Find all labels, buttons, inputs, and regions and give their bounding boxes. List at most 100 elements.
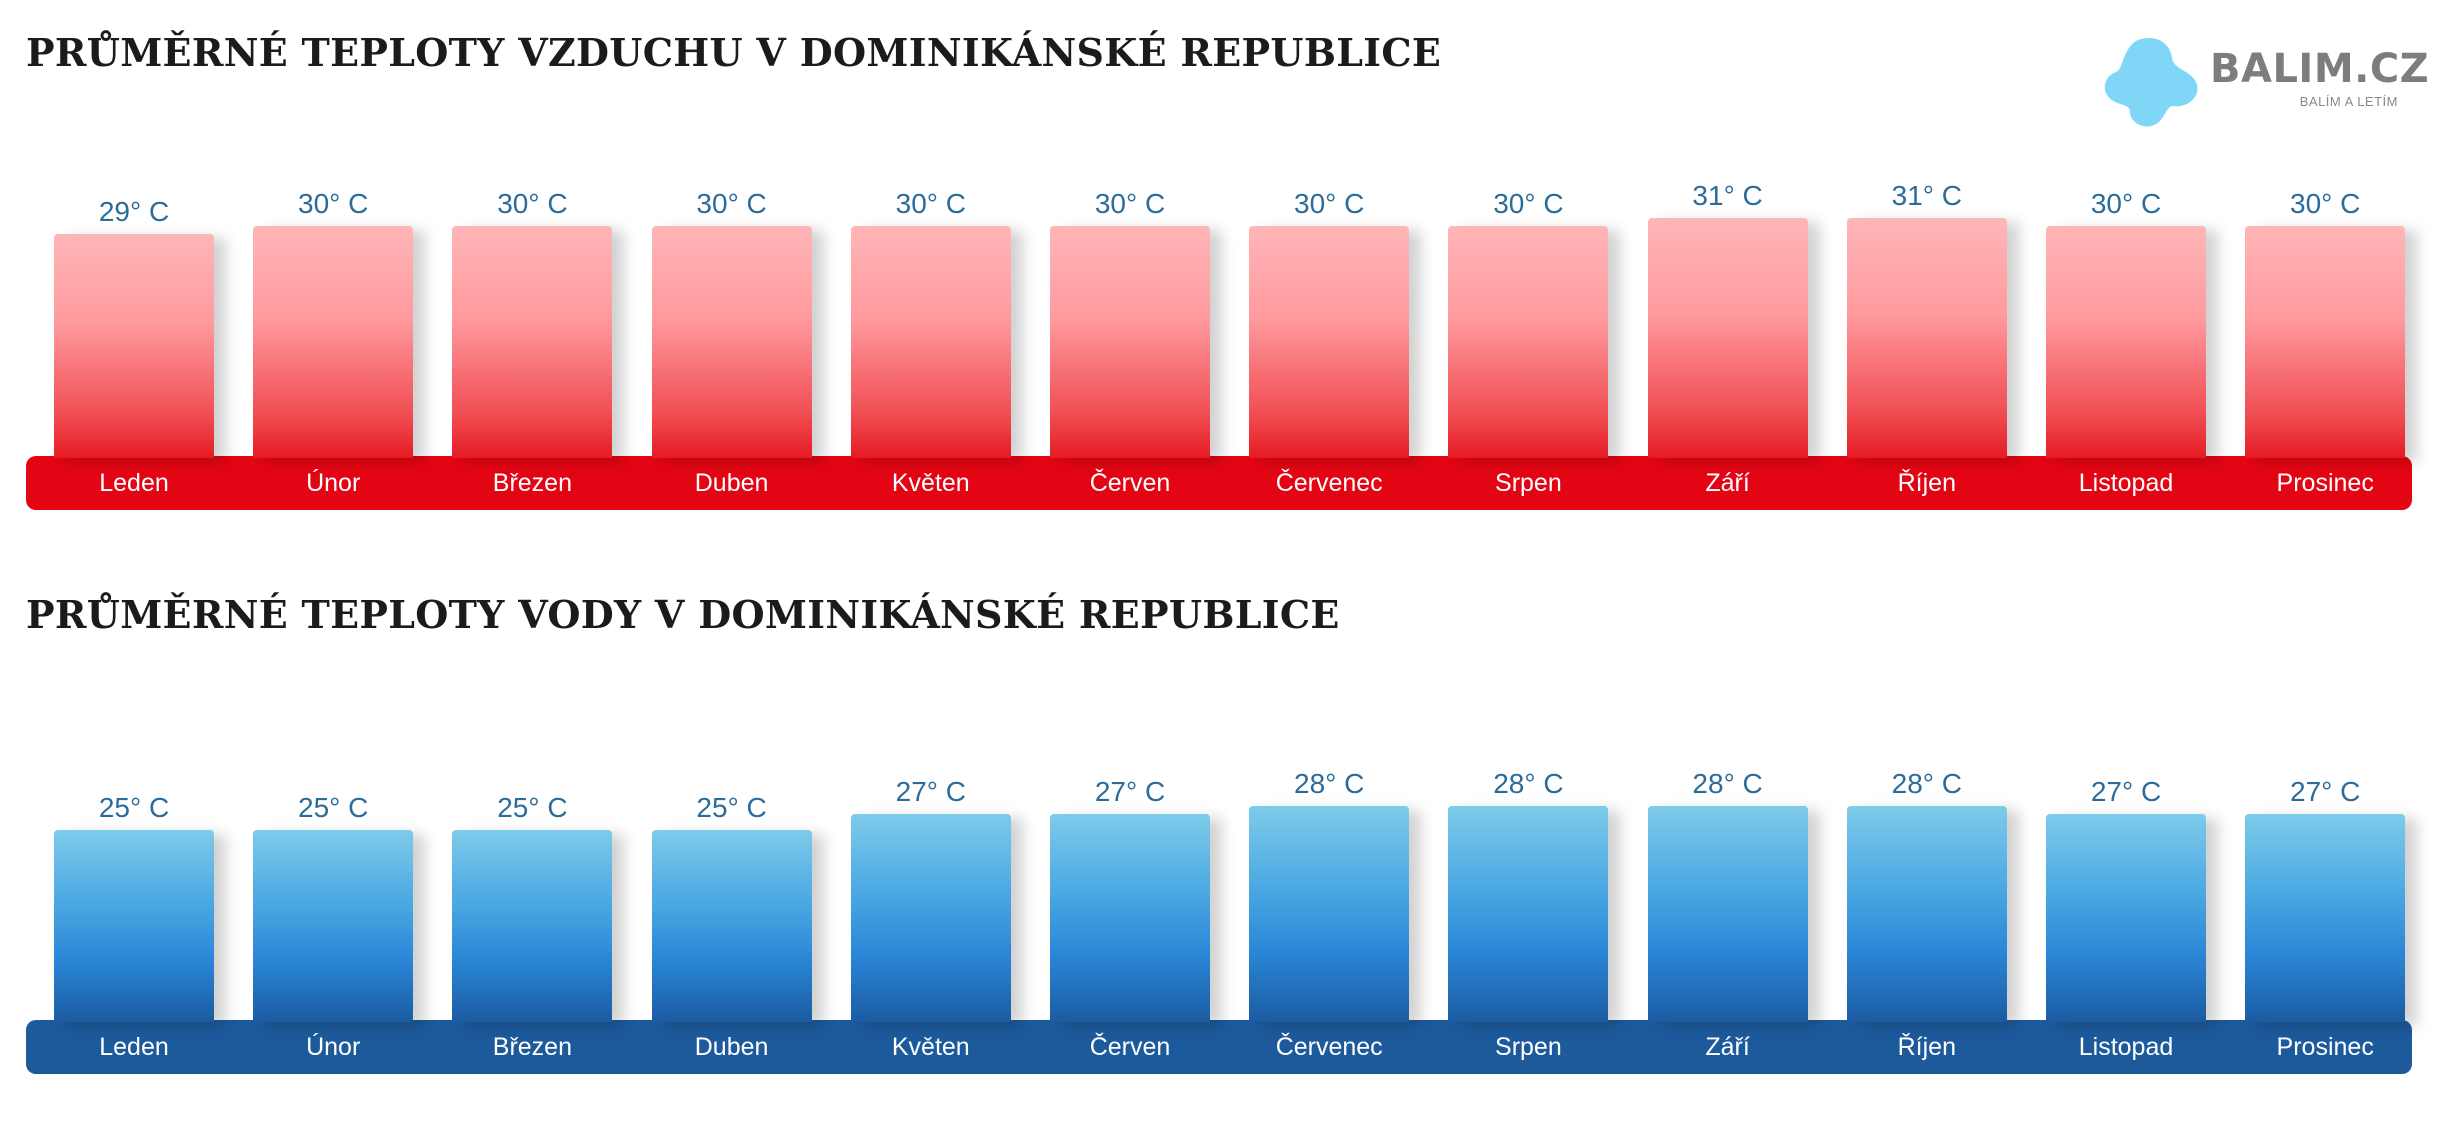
temperature-value-label: 30° C: [2290, 188, 2361, 219]
temperature-bar: [2046, 226, 2206, 458]
month-column: 28° C Červenec: [1249, 732, 1410, 1074]
temperature-value-label: 27° C: [895, 776, 966, 807]
temperature-bar: [1846, 218, 2007, 458]
month-label: Prosinec: [2276, 1033, 2374, 1061]
temperature-value-label: 31° C: [1692, 180, 1763, 211]
month-label: Červen: [1089, 1033, 1171, 1061]
temperature-value-label: 30° C: [2090, 188, 2162, 219]
month-label: Listopad: [2078, 469, 2174, 497]
temperature-bar: [2046, 814, 2206, 1022]
month-label: Červen: [1089, 469, 1171, 497]
month-label: Srpen: [1495, 469, 1562, 497]
temperature-value-label: 30° C: [696, 188, 767, 219]
temperature-value-label: 28° C: [1294, 768, 1365, 799]
temperature-value-label: 25° C: [298, 792, 369, 823]
month-label: Květen: [891, 1033, 970, 1061]
temperature-bar: [1846, 806, 2007, 1022]
water-temperature-title: PRŮMĚRNÉ TEPLOTY VODY V DOMINIKÁNSKÉ REP…: [26, 592, 1340, 637]
temperature-value-label: 30° C: [1294, 188, 1365, 219]
temperature-value-label: 27° C: [2090, 776, 2162, 807]
month-column: 30° C Červenec: [1249, 170, 1410, 510]
month-label: Prosinec: [2276, 469, 2374, 497]
month-column: 27° C Listopad: [2046, 732, 2206, 1074]
temperature-bar: [1249, 226, 1410, 458]
month-band: [26, 456, 2412, 510]
month-label: Září: [1705, 469, 1750, 497]
temperature-bar: [1647, 806, 1808, 1022]
air-temperature-title: PRŮMĚRNÉ TEPLOTY VZDUCHU V DOMINIKÁNSKÉ …: [26, 30, 1442, 75]
temperature-value-label: 30° C: [1493, 188, 1564, 219]
month-label: Červenec: [1275, 469, 1383, 497]
temperature-bar: [850, 814, 1011, 1022]
month-column: 31° C Září: [1647, 170, 1808, 510]
month-label: Září: [1705, 1033, 1750, 1061]
temperature-value-label: 28° C: [1692, 768, 1763, 799]
month-label: Leden: [99, 469, 169, 497]
month-column: 30° C Srpen: [1448, 170, 1609, 510]
temperature-value-label: 25° C: [497, 792, 568, 823]
temperature-value-label: 27° C: [1094, 776, 1166, 807]
temperature-bar: [54, 830, 214, 1022]
temperature-bar: [1448, 806, 1609, 1022]
water-temperature-chart: 25° C Leden 25° C Únor 25° C Březen 25° C Duben…: [26, 732, 2412, 1074]
month-column: 30° C Březen: [452, 170, 613, 510]
temperature-bar: [1249, 806, 1410, 1022]
month-label: Březen: [492, 469, 572, 497]
temperature-value-label: 25° C: [98, 792, 170, 823]
temperature-bar: [253, 226, 414, 458]
month-column: 30° C Listopad: [2046, 170, 2206, 510]
temperature-value-label: 30° C: [895, 188, 966, 219]
month-label: Březen: [492, 1033, 572, 1061]
temperature-bar: [1647, 218, 1808, 458]
month-label: Srpen: [1495, 1033, 1562, 1061]
month-column: 31° C Říjen: [1846, 170, 2007, 510]
temperature-value-label: 25° C: [696, 792, 767, 823]
temperature-value-label: 29° C: [98, 196, 170, 227]
temperature-value-label: 31° C: [1891, 180, 1962, 211]
cloud-blob-icon: [2104, 38, 2198, 127]
temperature-bar: [651, 830, 812, 1022]
month-column: 30° C Červen: [1050, 170, 1210, 510]
temperature-bar: [2245, 226, 2406, 458]
month-label: Duben: [694, 469, 769, 497]
month-column: 30° C Duben: [651, 170, 812, 510]
month-column: 28° C Září: [1647, 732, 1808, 1074]
month-label: Únor: [306, 469, 361, 497]
balim-logo[interactable]: BALIM.CZ BALÍM A LETÍM: [2100, 36, 2429, 127]
month-column: 27° C Květen: [850, 732, 1011, 1074]
logo-brand-text: BALIM.CZ: [2210, 46, 2430, 92]
month-column: 30° C Prosinec: [2245, 170, 2406, 510]
temperature-bar: [452, 226, 613, 458]
air-temperature-chart: 29° C Leden 30° C Únor 30° C Březen 30° C Duben…: [26, 170, 2412, 510]
month-label: Květen: [891, 469, 970, 497]
temperature-value-label: 28° C: [1891, 768, 1962, 799]
month-column: 29° C Leden: [54, 170, 214, 510]
month-label: Říjen: [1897, 469, 1956, 497]
temperature-bar: [54, 234, 214, 458]
month-label: Říjen: [1897, 1033, 1956, 1061]
month-column: 28° C Říjen: [1846, 732, 2007, 1074]
temperature-bar: [253, 830, 414, 1022]
temperature-value-label: 27° C: [2290, 776, 2361, 807]
month-label: Červenec: [1275, 1033, 1383, 1061]
month-column: 27° C Prosinec: [2245, 732, 2406, 1074]
temperature-bar: [1448, 226, 1609, 458]
month-column: 28° C Srpen: [1448, 732, 1609, 1074]
temperature-bar: [1050, 226, 1210, 458]
temperature-bar: [651, 226, 812, 458]
month-column: 30° C Únor: [253, 170, 414, 510]
month-column: 30° C Květen: [850, 170, 1011, 510]
temperature-bar: [1050, 814, 1210, 1022]
month-label: Únor: [306, 1033, 361, 1061]
temperature-bar: [2245, 814, 2406, 1022]
month-band: [26, 1020, 2412, 1074]
temperature-value-label: 30° C: [298, 188, 369, 219]
month-column: 25° C Březen: [452, 732, 613, 1074]
temperature-bar: [850, 226, 1011, 458]
logo-tagline: BALÍM A LETÍM: [2299, 94, 2398, 109]
month-column: 27° C Červen: [1050, 732, 1210, 1074]
month-label: Listopad: [2078, 1033, 2174, 1061]
month-label: Duben: [694, 1033, 769, 1061]
temperature-bar: [452, 830, 613, 1022]
month-column: 25° C Únor: [253, 732, 414, 1074]
